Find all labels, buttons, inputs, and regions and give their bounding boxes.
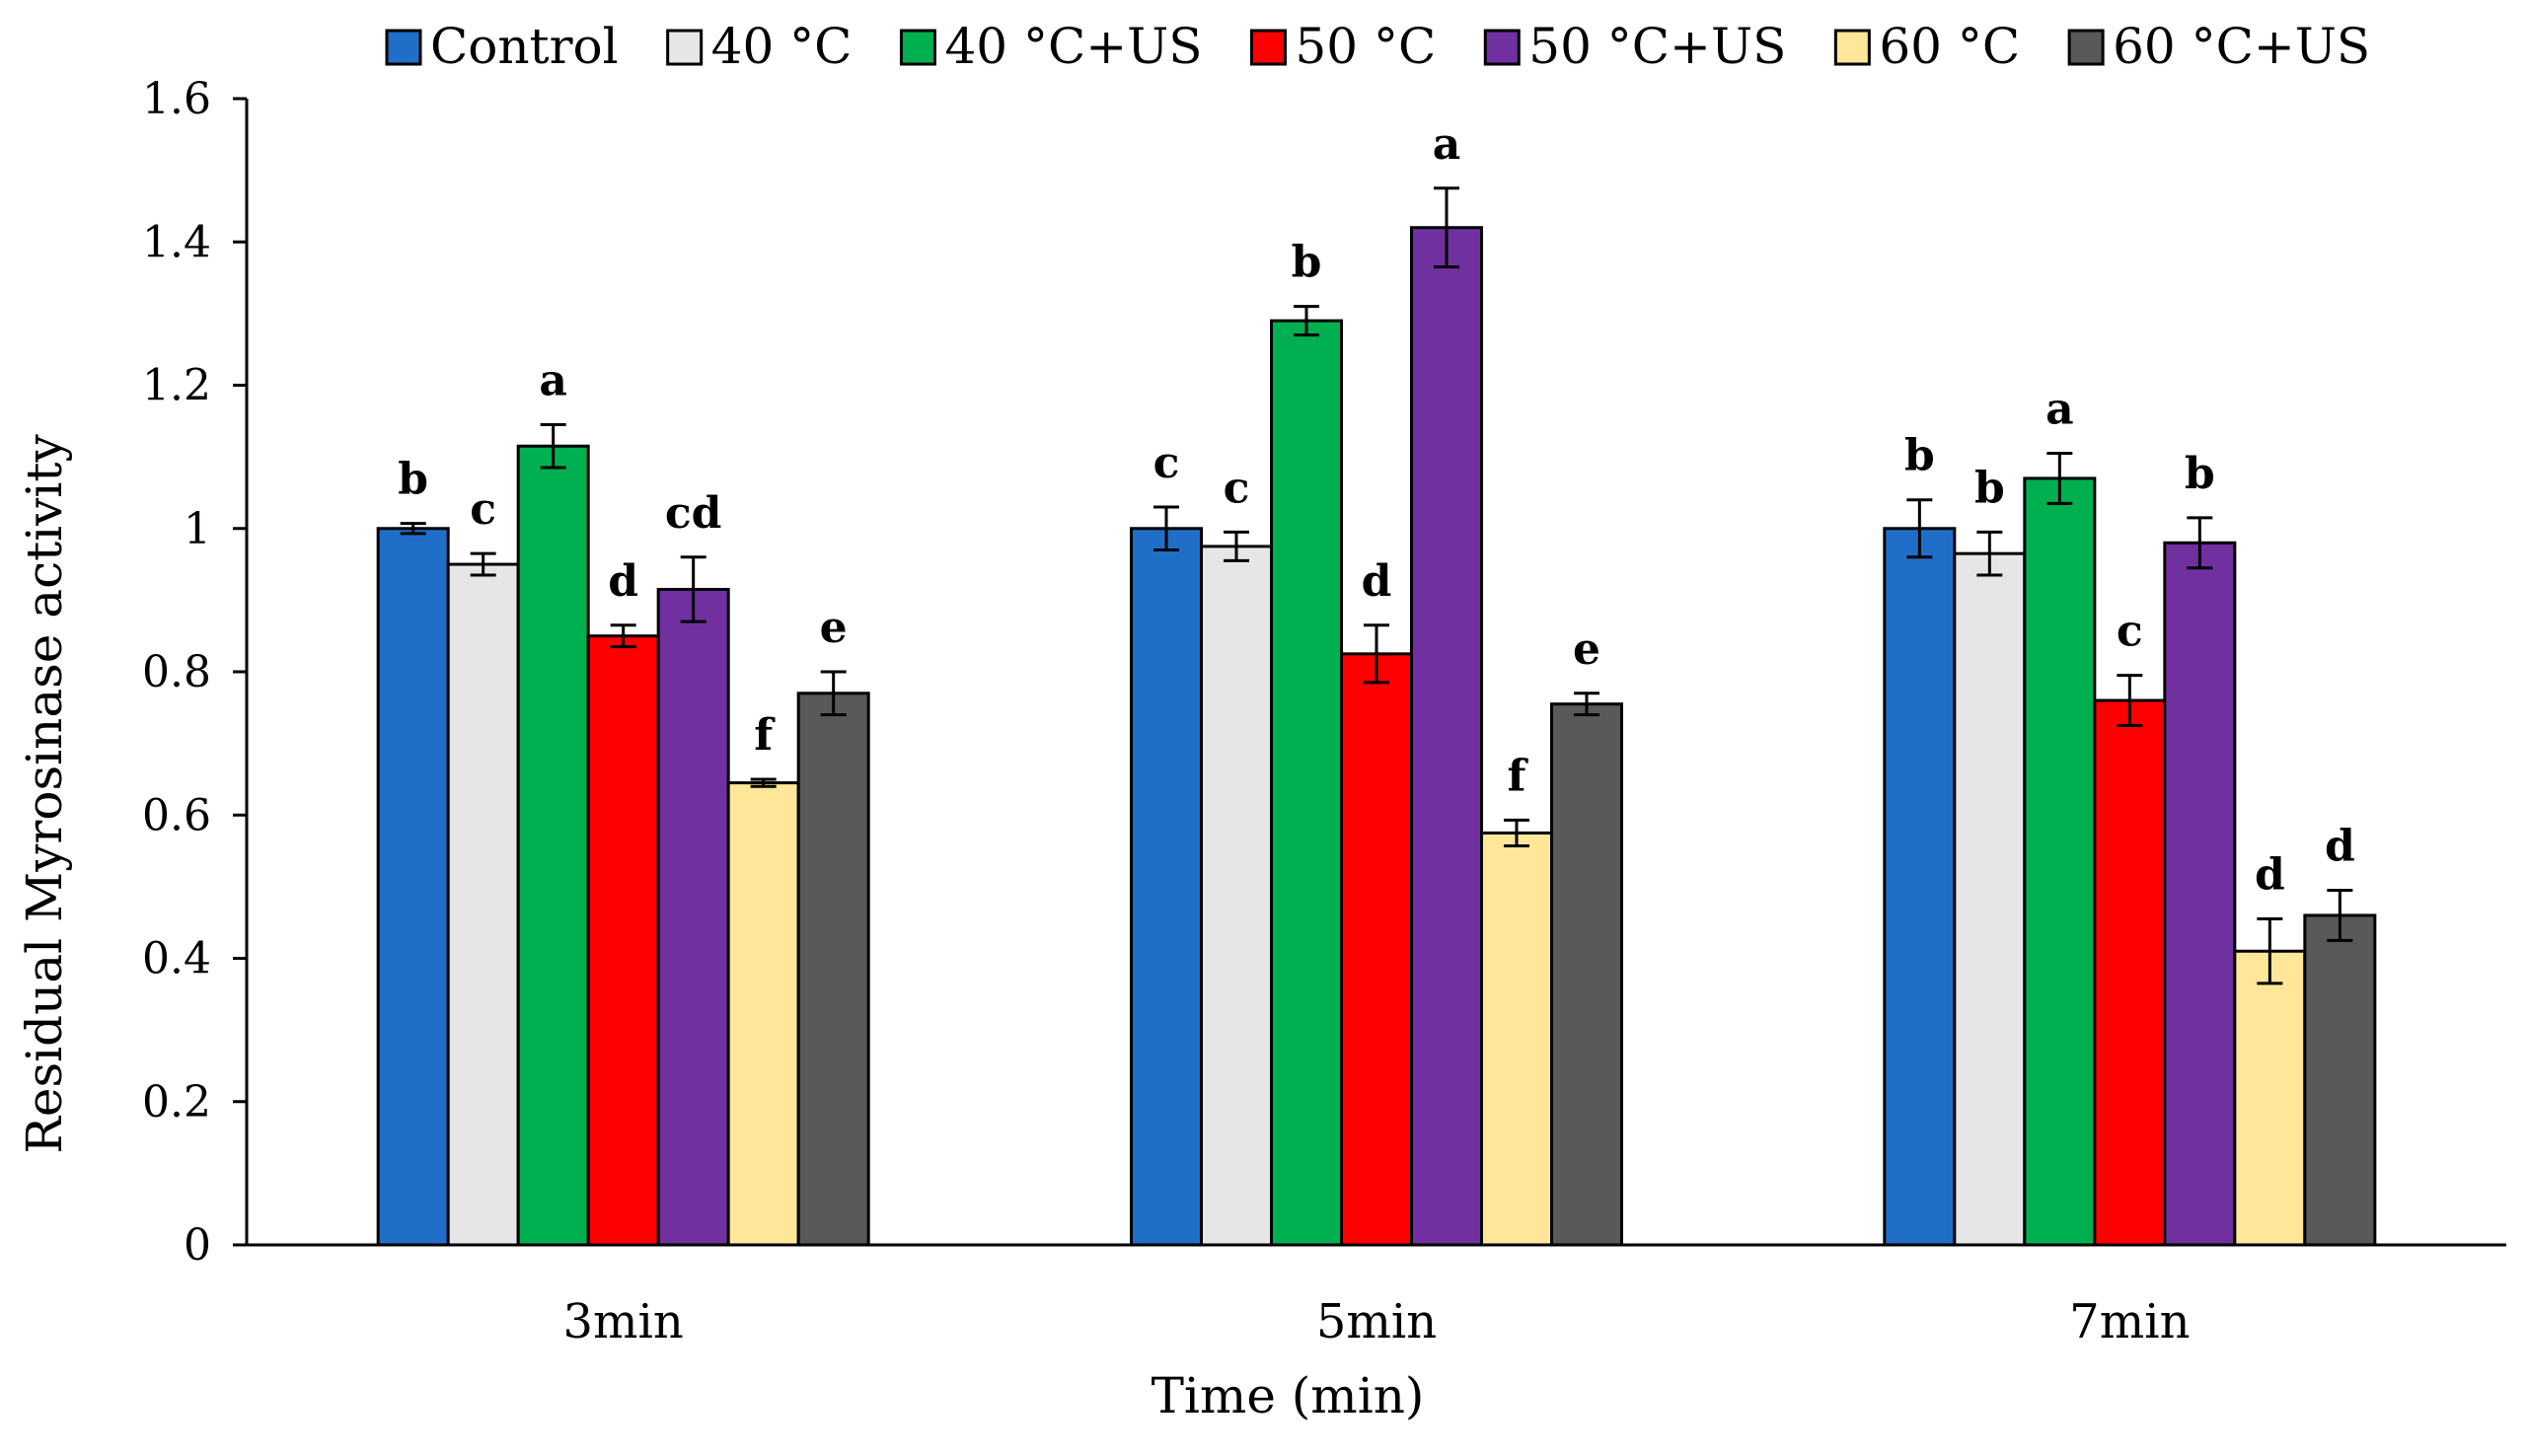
bar xyxy=(726,781,800,1247)
significance-label: d xyxy=(2255,850,2285,901)
bar xyxy=(586,634,660,1247)
bar xyxy=(1480,831,1553,1247)
y-tick-label: 0.6 xyxy=(142,790,211,840)
y-axis-title: Residual Myrosinase activity xyxy=(16,433,73,1153)
bar xyxy=(2093,698,2167,1247)
significance-label: a xyxy=(2045,384,2074,434)
legend-swatch xyxy=(1250,29,1287,66)
y-tick-label: 0.2 xyxy=(142,1077,211,1128)
significance-label: f xyxy=(1508,751,1529,801)
legend-swatch xyxy=(2067,29,2105,66)
significance-label: a xyxy=(1433,119,1461,170)
y-tick-label: 1.2 xyxy=(142,361,211,411)
bar xyxy=(1410,226,1483,1247)
bar xyxy=(516,444,590,1247)
significance-label: e xyxy=(820,603,848,653)
significance-label: d xyxy=(608,556,638,607)
bar xyxy=(1340,652,1413,1247)
significance-label: c xyxy=(1224,463,1250,513)
significance-label: c xyxy=(470,484,496,535)
significance-label: a xyxy=(539,355,567,405)
bar xyxy=(796,692,870,1247)
legend-label: 40 °C+US xyxy=(944,18,1202,75)
legend-swatch xyxy=(1833,29,1871,66)
y-tick-label: 1.6 xyxy=(142,74,211,124)
significance-label: b xyxy=(1904,431,1935,481)
bar xyxy=(1883,527,1957,1247)
y-tick-label: 1 xyxy=(184,504,211,554)
legend-label: 50 °C+US xyxy=(1528,18,1786,75)
significance-label: d xyxy=(2325,822,2355,872)
x-category-label: 3min xyxy=(563,1294,684,1349)
significance-label: b xyxy=(398,455,428,505)
x-category-label: 7min xyxy=(2069,1294,2190,1349)
bar xyxy=(1953,551,2027,1247)
legend-label: 50 °C xyxy=(1296,18,1437,75)
legend-label: 60 °C xyxy=(1879,18,2020,75)
significance-label: cd xyxy=(665,488,722,539)
x-axis-title: Time (min) xyxy=(1152,1367,1425,1424)
bar xyxy=(1130,527,1203,1247)
legend: Control 40 °C 40 °C+US 50 °C 50 °C+US 60 °C 60… xyxy=(385,18,2370,75)
bar xyxy=(1200,545,1273,1247)
bar xyxy=(2233,949,2307,1247)
bar xyxy=(446,562,520,1247)
x-category-label: 5min xyxy=(1316,1294,1437,1349)
legend-label: Control xyxy=(430,18,619,75)
legend-swatch xyxy=(899,29,936,66)
significance-label: b xyxy=(1292,238,1322,288)
y-tick-label: 0.8 xyxy=(142,647,211,697)
bar xyxy=(2023,476,2097,1247)
bar xyxy=(2303,913,2377,1247)
significance-label: b xyxy=(1974,463,2005,513)
legend-swatch xyxy=(385,29,422,66)
bar xyxy=(1270,319,1343,1247)
legend-swatch xyxy=(666,29,704,66)
legend-label: 60 °C+US xyxy=(2113,18,2370,75)
bar xyxy=(1550,702,1623,1247)
y-tick-label: 0.4 xyxy=(142,934,211,984)
significance-label: b xyxy=(2185,449,2215,499)
significance-label: c xyxy=(2117,607,2143,657)
significance-label: f xyxy=(754,710,776,761)
significance-label: d xyxy=(1362,556,1392,607)
legend-label: 40 °C xyxy=(711,18,853,75)
bar xyxy=(2163,541,2237,1247)
significance-label: c xyxy=(1153,438,1180,488)
significance-label: e xyxy=(1573,624,1600,675)
legend-swatch xyxy=(1483,29,1521,66)
y-tick-label: 0 xyxy=(184,1220,211,1271)
bar xyxy=(656,587,730,1247)
bar xyxy=(376,527,450,1247)
y-tick-label: 1.4 xyxy=(142,217,211,267)
